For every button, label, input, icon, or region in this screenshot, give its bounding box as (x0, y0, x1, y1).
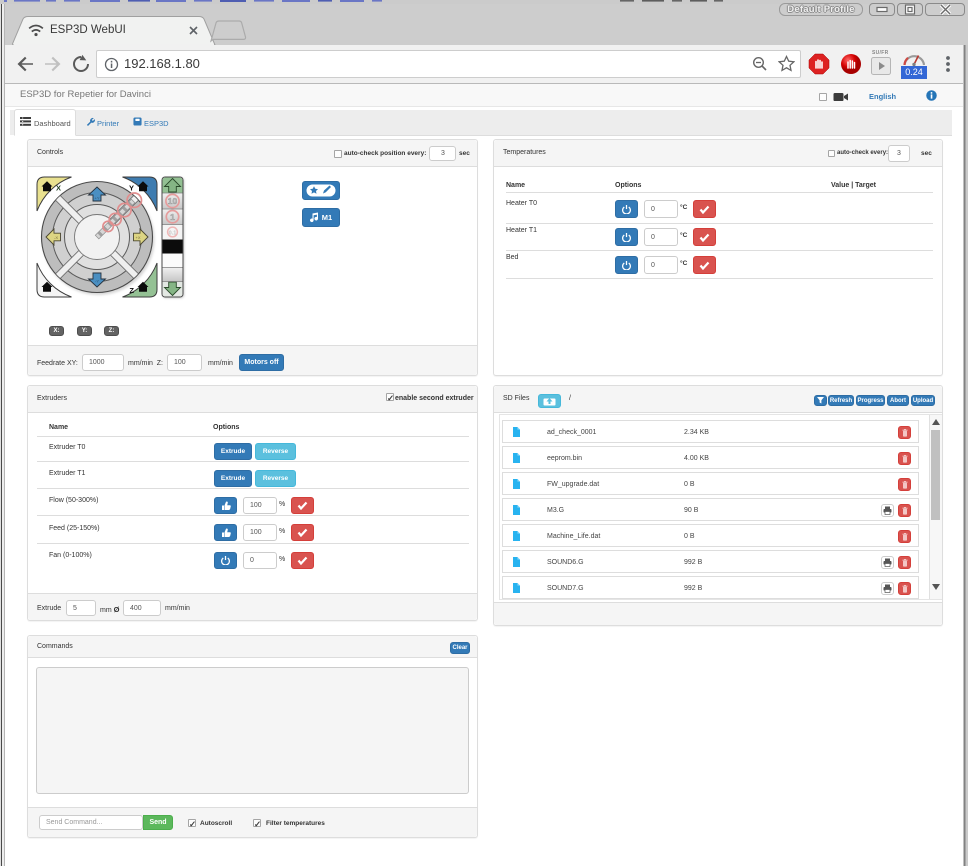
svg-text:X: X (56, 184, 61, 193)
svg-text:-Y: -Y (95, 279, 99, 284)
svg-text:+Y: +Y (94, 196, 99, 201)
svg-text:Y: Y (129, 184, 134, 193)
svg-text:10: 10 (168, 196, 178, 206)
svg-text:1: 1 (170, 212, 175, 222)
svg-text:0.1: 0.1 (169, 230, 177, 236)
svg-text:Z: Z (129, 286, 134, 295)
svg-text:+X: +X (135, 235, 140, 240)
svg-text:-X: -X (54, 235, 58, 240)
